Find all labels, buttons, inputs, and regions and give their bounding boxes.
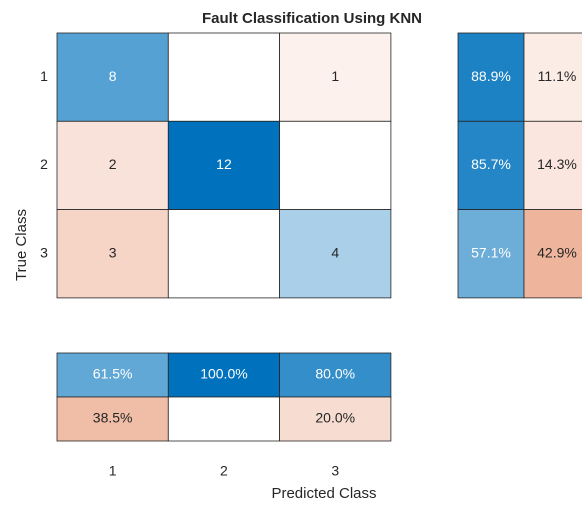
matrix-cell-label: 12: [216, 156, 232, 172]
matrix-cell: [56, 209, 169, 299]
column-summary-cell: [56, 396, 169, 442]
matrix-cell: [167, 32, 281, 122]
matrix-cell-label: 3: [109, 244, 117, 260]
matrix-cell-label: 8: [109, 68, 117, 84]
column-summary-cell: [279, 396, 392, 442]
column-summary-cell: [56, 352, 169, 398]
row-summary-cell-label: 42.9%: [537, 244, 577, 260]
column-summary-cell-label: 38.5%: [93, 410, 133, 426]
y-tick-label: 1: [40, 68, 48, 84]
matrix-cell-label: 2: [109, 156, 117, 172]
matrix-cell-label: 4: [331, 244, 339, 260]
matrix-cell: [279, 32, 392, 122]
matrix-cell: [279, 209, 392, 299]
matrix-cell-label: 1: [331, 68, 339, 84]
row-summary-cell: [523, 32, 582, 122]
column-summary-cell-label: 80.0%: [315, 366, 355, 382]
row-summary-cell: [523, 120, 582, 211]
x-tick-label: 2: [220, 463, 228, 479]
row-summary-cell-label: 88.9%: [471, 68, 511, 84]
column-summary-cell-label: 100.0%: [200, 366, 247, 382]
y-tick-label: 2: [40, 156, 48, 172]
matrix-cell: [167, 209, 281, 299]
matrix-cell: [56, 120, 169, 211]
row-summary-cell-label: 57.1%: [471, 244, 511, 260]
column-summary-cell-label: 61.5%: [93, 366, 133, 382]
row-summary-cell: [457, 209, 525, 299]
chart-title: Fault Classification Using KNN: [202, 10, 422, 27]
matrix-cell: [279, 120, 392, 211]
matrix-cell: [56, 32, 169, 122]
column-summary-cell-label: 20.0%: [315, 410, 355, 426]
column-summary-cell: [279, 352, 392, 398]
matrix-cell: [167, 120, 281, 211]
column-summary-cell: [167, 396, 281, 442]
row-summary-cell-label: 14.3%: [537, 156, 577, 172]
y-axis-label: True Class: [13, 209, 30, 281]
x-tick-label: 3: [331, 463, 339, 479]
x-tick-label: 1: [109, 463, 117, 479]
y-tick-label: 3: [40, 244, 48, 260]
x-axis-label: Predicted Class: [271, 485, 376, 502]
row-summary-cell-label: 11.1%: [538, 68, 577, 84]
column-summary-cell: [167, 352, 281, 398]
row-summary-cell-label: 85.7%: [471, 156, 511, 172]
row-summary-cell: [523, 209, 582, 299]
